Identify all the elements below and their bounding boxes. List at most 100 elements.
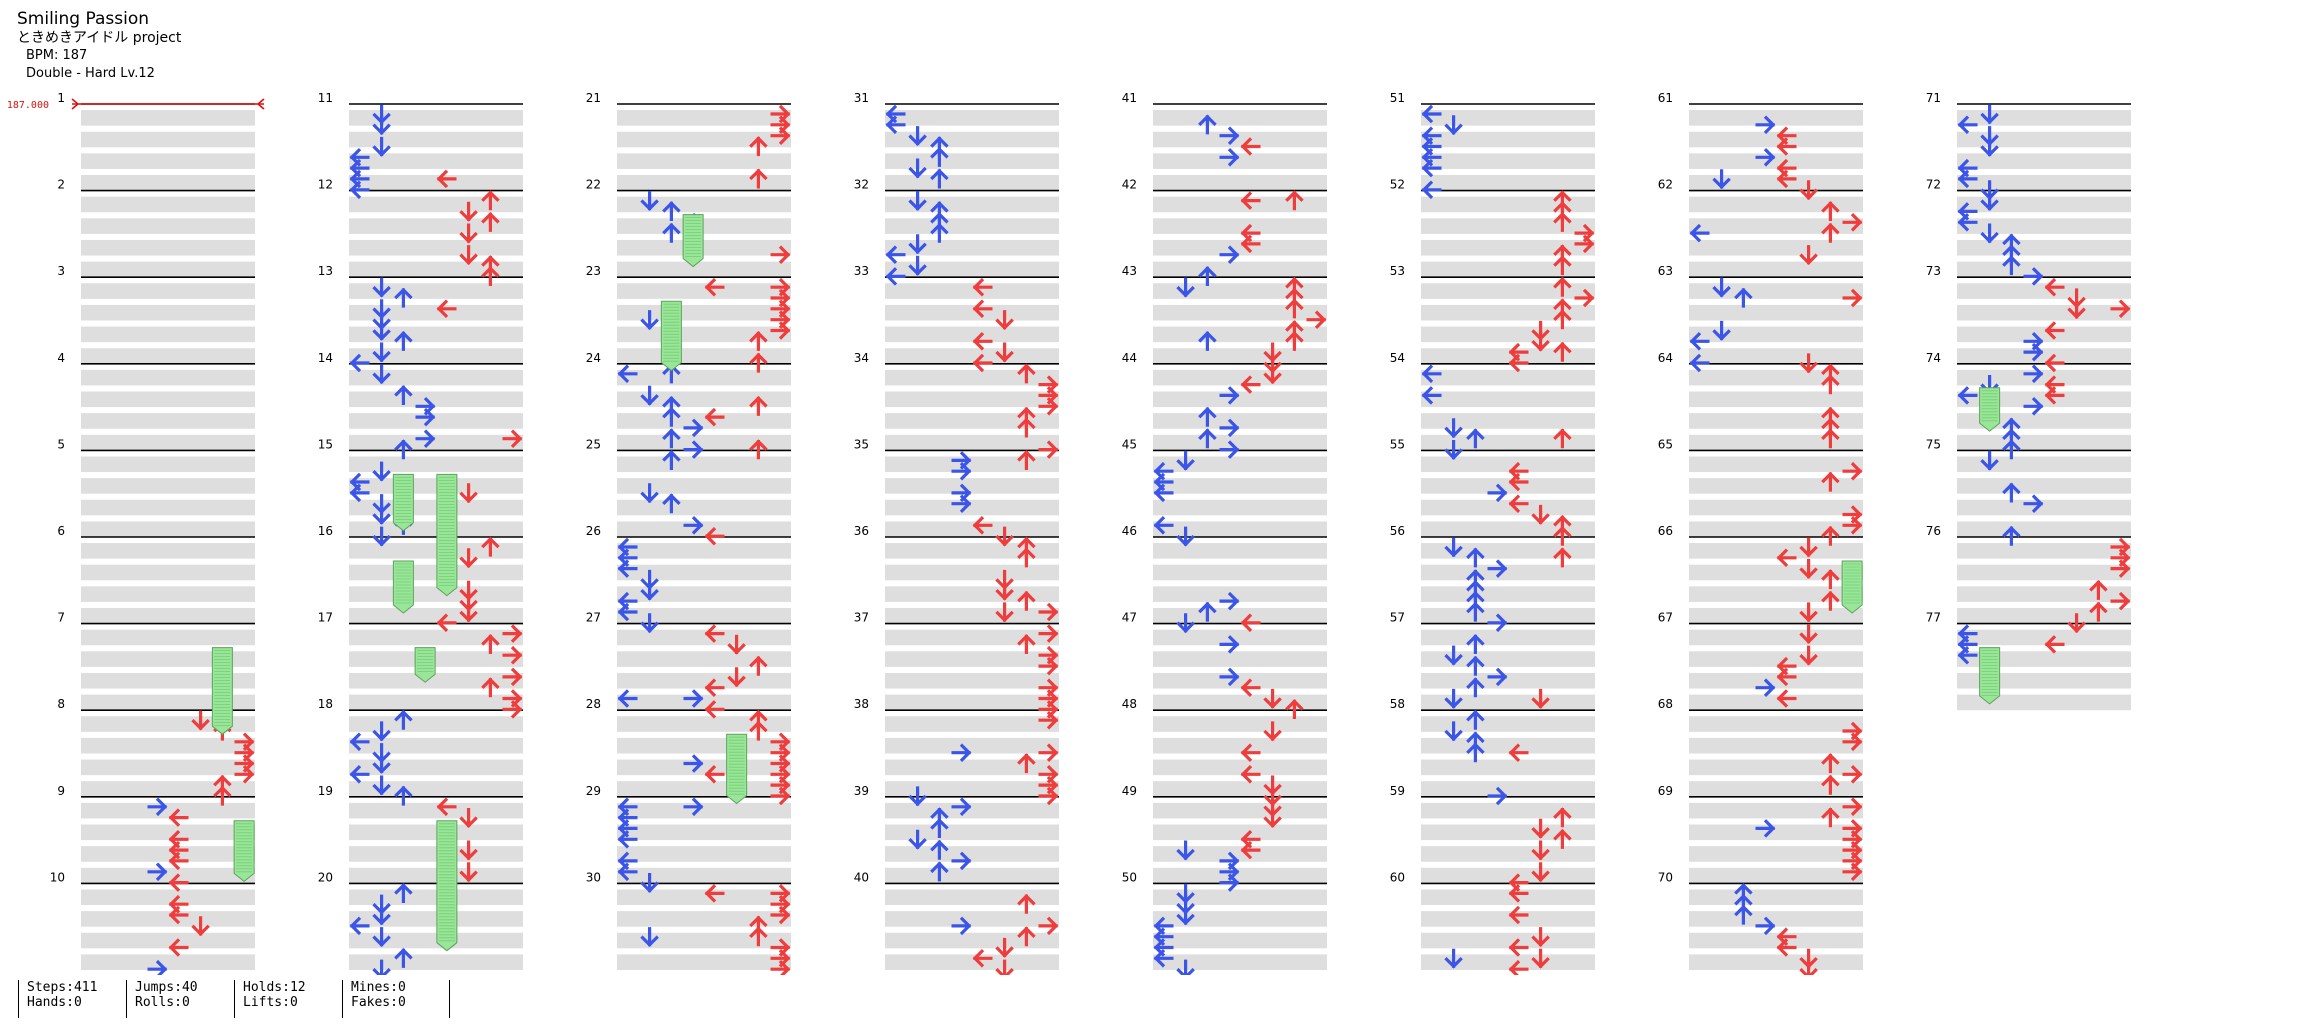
left-arrow-note bbox=[436, 613, 457, 633]
beat-stripe bbox=[617, 196, 791, 213]
up-arrow-note bbox=[2002, 439, 2021, 460]
beat-stripe bbox=[349, 846, 523, 862]
beat-stripe bbox=[349, 434, 523, 451]
right-arrow-note bbox=[1842, 461, 1863, 481]
beat-stripe bbox=[617, 672, 791, 689]
beat-stripe bbox=[81, 564, 255, 581]
down-arrow-note bbox=[459, 483, 478, 504]
beat-stripe bbox=[617, 564, 791, 581]
beat-stripe bbox=[1153, 672, 1327, 689]
beat-stripe bbox=[81, 153, 255, 169]
right-arrow-note bbox=[1842, 797, 1863, 817]
down-arrow-note bbox=[995, 526, 1014, 547]
left-arrow-note bbox=[1689, 223, 1710, 243]
right-arrow-note bbox=[1842, 765, 1863, 784]
beat-stripe bbox=[81, 543, 255, 559]
up-arrow-note bbox=[1821, 774, 1840, 795]
up-arrow-note bbox=[2002, 525, 2021, 546]
measure-number: 48 bbox=[1122, 697, 1137, 711]
measure-number: 2 bbox=[57, 178, 65, 192]
beat-stripe bbox=[1421, 175, 1595, 191]
beat-stripe bbox=[617, 651, 791, 667]
up-arrow-note bbox=[662, 222, 681, 243]
beat-stripe bbox=[1153, 846, 1327, 862]
right-arrow-note bbox=[1755, 115, 1776, 135]
beat-stripe bbox=[1689, 846, 1863, 862]
beat-stripe bbox=[349, 737, 523, 754]
left-arrow-note bbox=[1240, 678, 1261, 697]
down-arrow-note bbox=[1444, 948, 1463, 969]
up-arrow-note bbox=[662, 450, 681, 470]
down-arrow-note bbox=[1263, 364, 1282, 385]
left-arrow-note bbox=[1776, 137, 1797, 156]
down-arrow-note bbox=[640, 580, 659, 601]
up-arrow-note bbox=[749, 720, 768, 741]
up-arrow-note bbox=[749, 655, 768, 676]
left-arrow-note bbox=[704, 526, 725, 546]
beat-stripe bbox=[1153, 326, 1327, 343]
beat-stripe bbox=[1957, 608, 2131, 624]
left-arrow-note bbox=[1957, 645, 1978, 665]
down-arrow-note bbox=[1444, 115, 1463, 136]
beat-stripe bbox=[1421, 716, 1595, 732]
up-arrow-note bbox=[481, 536, 500, 557]
beat-stripe bbox=[1421, 932, 1595, 949]
up-arrow-note bbox=[394, 439, 413, 460]
down-arrow-note bbox=[191, 916, 210, 937]
left-arrow-note bbox=[1240, 613, 1261, 633]
beat-stripe bbox=[885, 348, 1059, 364]
beat-stripe bbox=[617, 954, 791, 970]
up-arrow-note bbox=[930, 861, 949, 882]
up-arrow-note bbox=[749, 168, 768, 189]
beat-stripe bbox=[81, 499, 255, 516]
right-arrow-note bbox=[147, 862, 168, 882]
right-arrow-note bbox=[1574, 234, 1595, 254]
measure-number: 35 bbox=[854, 437, 869, 451]
down-arrow-note bbox=[1799, 623, 1818, 644]
down-arrow-note bbox=[459, 807, 478, 828]
down-arrow-note bbox=[459, 602, 478, 623]
right-arrow-note bbox=[502, 700, 523, 719]
holds-count: Holds:12 bbox=[243, 980, 306, 995]
down-arrow-note bbox=[640, 872, 659, 893]
left-arrow-note bbox=[617, 559, 638, 578]
beat-stripe bbox=[1957, 651, 2131, 667]
down-arrow-note bbox=[995, 580, 1014, 601]
up-arrow-note bbox=[1017, 753, 1036, 774]
beat-stripe bbox=[885, 413, 1059, 429]
down-arrow-note bbox=[1980, 136, 1999, 157]
down-arrow-note bbox=[1263, 688, 1282, 709]
beat-stripe bbox=[1421, 781, 1595, 797]
beat-stripe bbox=[1421, 543, 1595, 559]
beat-stripe bbox=[1421, 196, 1595, 213]
up-arrow-note bbox=[1198, 406, 1217, 427]
down-arrow-note bbox=[1263, 721, 1282, 742]
beat-stripe bbox=[349, 131, 523, 148]
beat-stripe bbox=[1689, 218, 1863, 234]
measure-number: 50 bbox=[1122, 870, 1137, 884]
beat-stripe bbox=[1153, 867, 1327, 884]
down-arrow-note bbox=[1176, 613, 1195, 634]
down-arrow-note bbox=[372, 115, 391, 136]
difficulty-label: Double - Hard Lv.12 bbox=[26, 66, 155, 81]
beat-stripe bbox=[617, 521, 791, 537]
measure-number: 7 bbox=[57, 611, 65, 625]
down-arrow-note bbox=[372, 959, 391, 975]
down-arrow-note bbox=[1531, 688, 1550, 709]
measure-number: 66 bbox=[1658, 524, 1673, 538]
left-arrow-note bbox=[2044, 353, 2065, 373]
up-arrow-note bbox=[749, 396, 768, 416]
beat-stripe bbox=[1153, 304, 1327, 321]
beat-stripe bbox=[349, 218, 523, 234]
up-arrow-note bbox=[1553, 428, 1572, 449]
measure-number: 27 bbox=[586, 611, 601, 625]
beat-stripe bbox=[1689, 737, 1863, 754]
beat-stripe bbox=[885, 651, 1059, 667]
measure-number: 8 bbox=[57, 697, 65, 711]
beat-stripe bbox=[617, 456, 791, 473]
beat-stripe bbox=[885, 629, 1059, 646]
measure-number: 36 bbox=[854, 524, 869, 538]
left-arrow-note bbox=[349, 732, 370, 752]
down-arrow-note bbox=[372, 342, 391, 363]
measure-number: 25 bbox=[586, 437, 601, 451]
